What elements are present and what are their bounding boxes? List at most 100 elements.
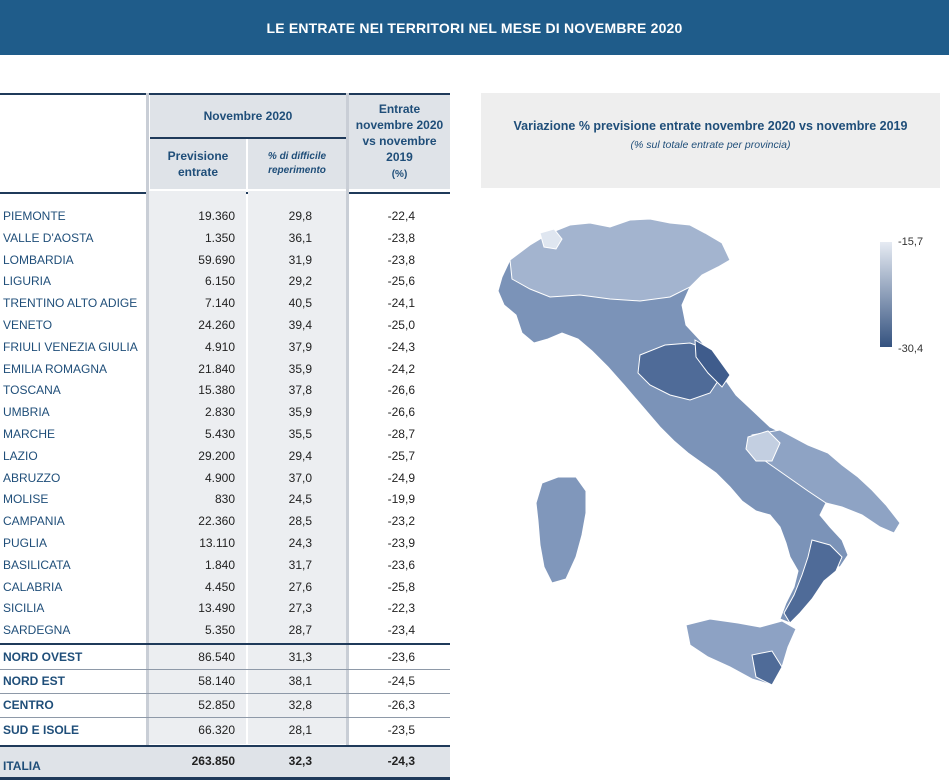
table-row: LIGURIA 6.150 29,2 -25,6 [0,270,450,292]
table-row: LOMBARDIA 59.690 31,9 -23,8 [0,249,450,271]
variazione-value: -25,7 [387,448,415,463]
previsione-value: 4.910 [204,339,235,354]
area-column-bg [149,645,246,744]
table-row: MOLISE 830 24,5 -19,9 [0,488,450,510]
map-title: Variazione % previsione entrate novembre… [513,119,908,133]
variazione-value: -24,1 [387,296,415,311]
area-column-bg [248,645,346,744]
previsione-value: 19.360 [198,209,235,223]
legend-min-label: -30,4 [898,343,924,355]
map-header-panel: Variazione % previsione entrate novembre… [481,93,940,188]
region-name: LAZIO [3,448,38,463]
variazione-value: -26,6 [387,383,415,398]
difficile-value: 29,2 [288,274,312,289]
table-row: TOSCANA 15.380 37,8 -26,6 [0,379,450,401]
region-name: MARCHE [3,427,56,441]
variazione-value: -23,6 [387,650,415,664]
total-name: ITALIA [3,759,41,773]
variazione-value: -28,7 [387,427,415,441]
difficile-value: 29,8 [288,209,312,223]
marche-dark-zone [694,339,731,388]
previsione-value: 5.350 [204,623,235,638]
difficile-value: 31,7 [288,557,312,572]
region-name: SARDEGNA [3,623,71,638]
previsione-value: 58.140 [198,674,235,688]
table-row: PUGLIA 13.110 24,3 -23,9 [0,532,450,554]
variazione-value: -26,3 [387,698,415,712]
difficile-value: 37,8 [288,383,312,398]
table-row: UMBRIA 2.830 35,9 -26,6 [0,401,450,423]
table-row: VENETO 24.260 39,4 -25,0 [0,314,450,336]
difficile-value: 27,6 [288,579,312,594]
table-row: TRENTINO ALTO ADIGE 7.140 40,5 -24,1 [0,292,450,314]
variazione-value: -24,9 [387,470,415,485]
region-name: LOMBARDIA [3,252,74,267]
table-row: PIEMONTE 19.360 29,8 -22,4 [0,205,450,227]
previsione-value: 4.450 [204,579,235,594]
difficile-value: 37,9 [288,339,312,354]
variazione-value: -25,0 [387,318,415,332]
table-row: VALLE D'AOSTA 1.350 36,1 -23,8 [0,227,450,249]
difficile-value: 29,4 [288,448,312,463]
variazione-value: -24,5 [387,674,415,688]
variazione-value: -22,4 [387,209,415,223]
difficile-value: 28,1 [288,723,312,737]
variazione-value: -23,5 [387,723,415,737]
previsione-value: 1.840 [204,557,235,572]
region-name: VENETO [3,318,53,332]
map-subtitle: (% sul totale entrate per provincia) [630,139,791,151]
total-previsione: 263.850 [191,754,235,768]
variazione-value: -19,9 [387,492,415,507]
molise-light-zone [745,430,781,462]
variazione-value: -24,2 [387,361,415,376]
total-variazione: -24,3 [387,754,415,768]
difficile-value: 37,0 [288,470,312,485]
area-name: NORD OVEST [3,650,83,664]
areas-separator [0,643,450,645]
region-name: EMILIA ROMAGNA [3,361,108,376]
area-row: NORD EST 58.140 38,1 -24,5 [0,670,450,692]
variazione-value: -24,3 [387,339,415,354]
variazione-value: -25,8 [387,579,415,594]
variazione-value: -23,8 [387,252,415,267]
region-name: TRENTINO ALTO ADIGE [3,296,138,311]
region-name: VALLE D'AOSTA [3,230,94,245]
previsione-value: 15.380 [198,383,235,398]
table-row: SICILIA 13.490 27,3 -22,3 [0,597,450,619]
sicily-dark-zone [751,650,783,686]
region-name: PUGLIA [3,536,48,550]
region-name: CAMPANIA [3,514,65,529]
region-name: SICILIA [3,601,45,616]
variazione-value: -26,6 [387,405,415,420]
previsione-value: 6.150 [204,274,235,289]
italy-choropleth-map [497,218,901,686]
difficile-value: 24,5 [288,492,312,507]
area-row: NORD OVEST 86.540 31,3 -23,6 [0,646,450,668]
area-divider [0,693,450,694]
table-row: CAMPANIA 22.360 28,5 -23,2 [0,510,450,532]
difficile-value: 36,1 [288,230,312,245]
table-row: CALABRIA 4.450 27,6 -25,8 [0,576,450,598]
aosta-light-zone [539,228,563,250]
area-row: SUD E ISOLE 66.320 28,1 -23,5 [0,719,450,741]
header-entrate-unit: (%) [391,169,408,180]
previsione-value: 66.320 [198,723,235,737]
difficile-value: 39,4 [288,318,312,332]
region-name: TOSCANA [3,383,61,398]
variazione-value: -25,6 [387,274,415,289]
difficile-value: 40,5 [288,296,312,311]
difficile-value: 35,9 [288,405,312,420]
variazione-value: -23,2 [387,514,415,529]
sicily [685,618,797,686]
page-title: LE ENTRATE NEI TERRITORI NEL MESE DI NOV… [0,0,949,55]
area-name: SUD E ISOLE [3,723,80,737]
region-name: BASILICATA [3,557,71,572]
region-name: ABRUZZO [3,470,61,485]
previsione-value: 22.360 [198,514,235,529]
total-difficile: 32,3 [288,754,312,768]
region-name: LIGURIA [3,274,52,289]
difficile-value: 31,9 [288,252,312,267]
area-divider [0,717,450,718]
previsione-value: 5.430 [204,427,235,441]
table-row: ABRUZZO 4.900 37,0 -24,9 [0,467,450,489]
